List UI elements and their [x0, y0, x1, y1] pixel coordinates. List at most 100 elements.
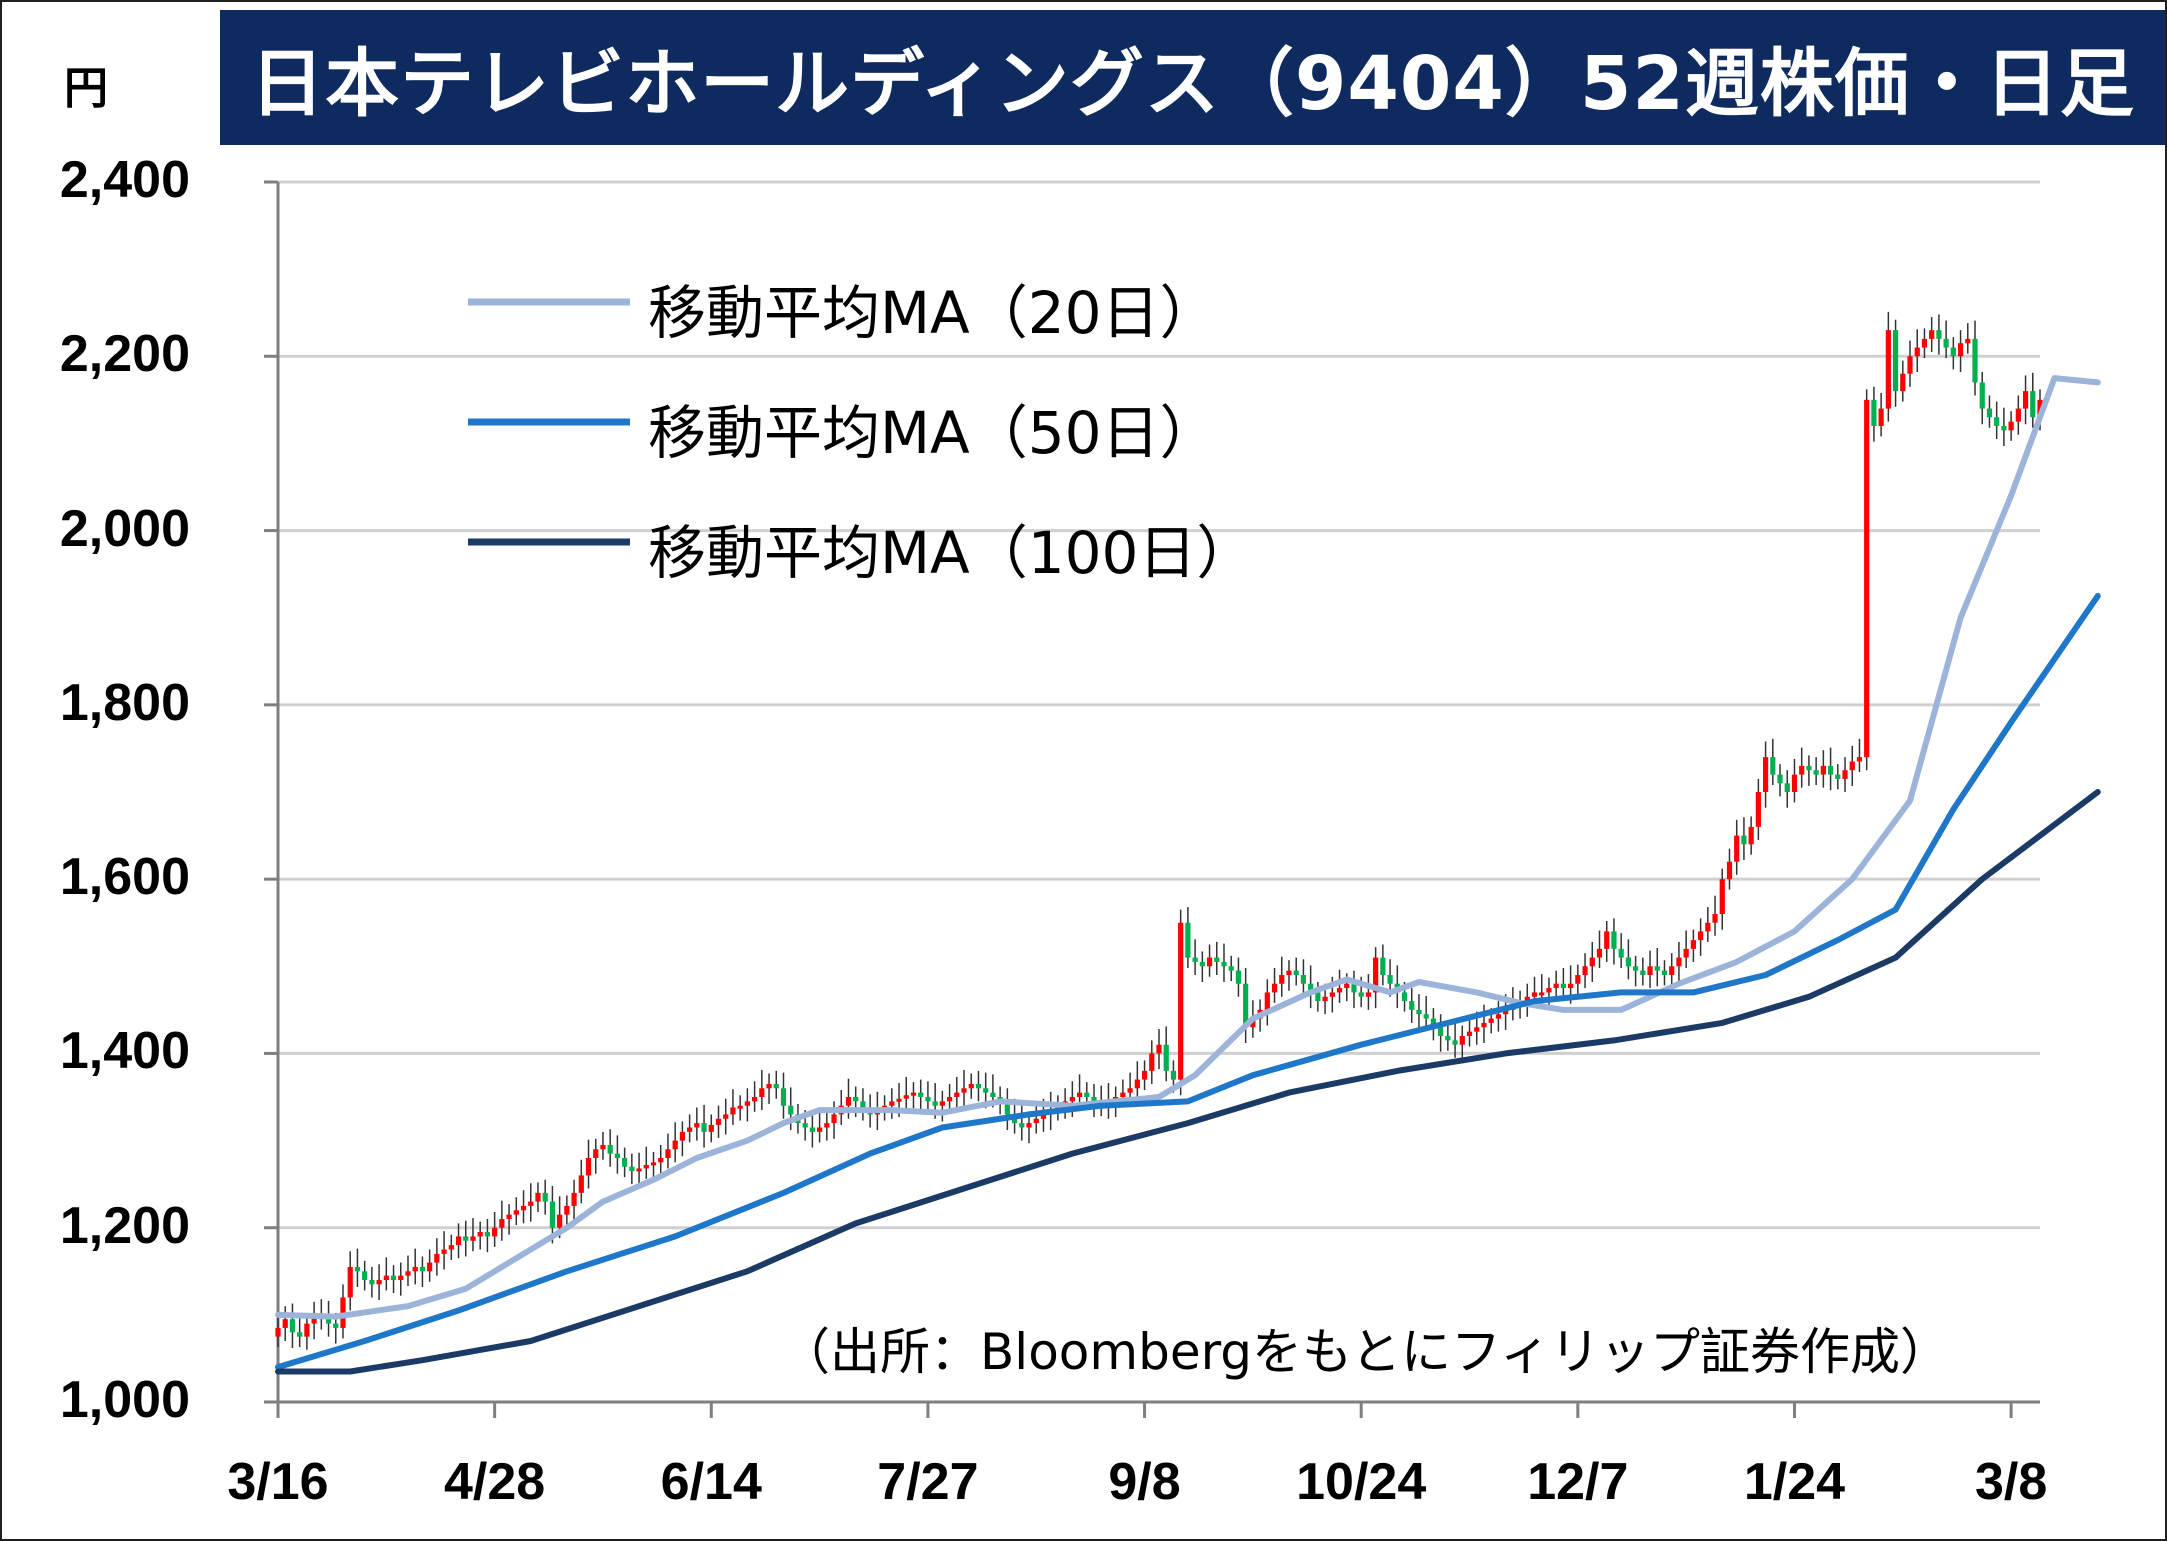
candle-body — [708, 1124, 714, 1132]
candle-body — [1690, 940, 1696, 949]
candle-body — [1033, 1118, 1039, 1124]
candle-body — [1849, 761, 1855, 771]
y-tick-label: 1,200 — [59, 1196, 190, 1255]
candle-body — [759, 1088, 765, 1097]
candle-body — [1221, 961, 1227, 967]
legend-label-ma100: 移動平均MA（100日） — [648, 519, 1255, 587]
candle-body — [1864, 399, 1870, 758]
candle-body — [325, 1319, 332, 1324]
candle-body — [939, 1101, 945, 1106]
candle-body — [434, 1253, 440, 1263]
candle-body — [1127, 1088, 1133, 1093]
candle-body — [1986, 408, 1993, 418]
candle-body — [1979, 382, 1985, 409]
candle-body — [1640, 970, 1646, 975]
candle-body — [1835, 774, 1841, 779]
candle-body — [1149, 1053, 1155, 1071]
candle-body — [282, 1319, 288, 1328]
x-tick-label: 4/28 — [444, 1453, 546, 1511]
candle-body — [1488, 1018, 1494, 1023]
y-tick-label: 2,200 — [59, 325, 190, 384]
candle-body — [1719, 879, 1725, 914]
candle-body — [1531, 992, 1538, 997]
candle-body — [1950, 347, 1956, 357]
candle-body — [1878, 408, 1884, 426]
candle-body — [607, 1144, 613, 1154]
candle-body — [1676, 957, 1682, 967]
candle-body — [1842, 770, 1848, 779]
candle-body — [362, 1271, 368, 1280]
candle-body — [2030, 391, 2036, 418]
candle-body — [455, 1236, 462, 1246]
candle-body — [1791, 774, 1798, 792]
candle-body — [2001, 426, 2007, 431]
candle-body — [643, 1164, 649, 1169]
candle-body — [412, 1266, 418, 1272]
candle-body — [1697, 931, 1704, 941]
x-tick-label: 3/16 — [227, 1453, 329, 1511]
chart-title-bar: 日本テレビホールディングス（9404）52週株価・日足 — [220, 10, 2165, 145]
candle-body — [766, 1083, 772, 1089]
candle-body — [2015, 408, 2021, 422]
candle-body — [1141, 1070, 1148, 1080]
y-tick-label: 2,000 — [59, 499, 190, 558]
candle-body — [961, 1088, 967, 1093]
candle-body — [1972, 338, 1978, 383]
candle-body — [1351, 983, 1357, 993]
candle-body — [990, 1092, 996, 1097]
candle-body — [1091, 1097, 1097, 1102]
candle-body — [1430, 1018, 1437, 1028]
candle-body — [2022, 391, 2029, 409]
candle-body — [679, 1131, 685, 1141]
candle-body — [715, 1118, 722, 1125]
candle-body — [463, 1236, 469, 1241]
candle-body — [1373, 957, 1379, 993]
ma-line-0 — [275, 375, 2101, 1320]
candle-body — [918, 1092, 924, 1097]
candle-body — [1820, 765, 1826, 775]
candle-body — [802, 1123, 808, 1128]
candle-body — [1228, 966, 1234, 971]
ma-line-1 — [275, 592, 2101, 1371]
candle-body — [1604, 931, 1610, 949]
candle-body — [1762, 757, 1769, 792]
candle-body — [405, 1271, 411, 1276]
candle-body — [1134, 1079, 1140, 1089]
candle-body — [1120, 1092, 1126, 1097]
candle-body — [448, 1245, 454, 1250]
candle-body — [1163, 1044, 1169, 1071]
candle-body — [932, 1101, 938, 1106]
candle-body — [484, 1232, 491, 1237]
x-tick-label: 9/8 — [1108, 1453, 1181, 1511]
candle-body — [1871, 399, 1877, 426]
candle-body — [752, 1097, 758, 1102]
candle-body — [694, 1123, 700, 1128]
candle-body — [1661, 970, 1668, 975]
candle-body — [968, 1083, 974, 1089]
candle-body — [665, 1149, 671, 1158]
candle-body — [1452, 1040, 1458, 1045]
candle-body — [1026, 1123, 1032, 1128]
candle-body — [1271, 983, 1278, 993]
candle-body — [809, 1127, 815, 1132]
candle-body — [1185, 922, 1191, 958]
candle-body — [1423, 1014, 1429, 1019]
y-tick-label: 1,800 — [59, 673, 190, 732]
candle-body — [333, 1323, 339, 1328]
candle-body — [311, 1314, 317, 1324]
candle-body — [1900, 373, 1906, 392]
candle-body — [1575, 975, 1581, 984]
candle-body — [578, 1175, 584, 1193]
y-tick-label: 1,400 — [59, 1022, 190, 1081]
candle-body — [1192, 957, 1198, 962]
candle-body — [889, 1101, 895, 1106]
candle-body — [622, 1158, 628, 1167]
candle-body — [571, 1192, 577, 1206]
y-tick-label: 1,000 — [59, 1371, 190, 1429]
candle-body — [860, 1101, 866, 1111]
candle-body — [1712, 914, 1718, 923]
candle-body — [427, 1262, 433, 1272]
candle-body — [1568, 983, 1574, 989]
candle-body — [520, 1205, 527, 1211]
